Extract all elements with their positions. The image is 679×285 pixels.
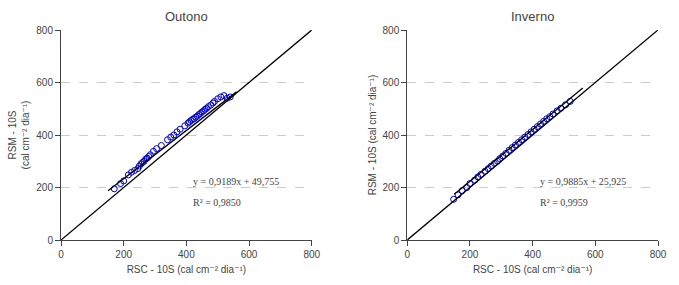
svg-text:RSC - 10S (cal cm⁻² dia⁻¹): RSC - 10S (cal cm⁻² dia⁻¹) (127, 264, 246, 275)
svg-text:600: 600 (383, 77, 400, 88)
svg-text:0: 0 (58, 249, 64, 260)
svg-text:400: 400 (383, 130, 400, 141)
svg-text:400: 400 (178, 249, 195, 260)
svg-text:400: 400 (524, 249, 541, 260)
svg-text:800: 800 (650, 249, 667, 260)
svg-text:Outono: Outono (165, 9, 208, 24)
svg-text:R² = 0,9850: R² = 0,9850 (193, 197, 241, 208)
svg-text:Inverno: Inverno (511, 9, 554, 24)
svg-text:800: 800 (36, 25, 53, 36)
svg-text:400: 400 (36, 130, 53, 141)
svg-text:0: 0 (404, 249, 410, 260)
svg-text:RSM - 10S(cal cm⁻² dia⁻¹): RSM - 10S(cal cm⁻² dia⁻¹) (7, 101, 31, 170)
svg-text:600: 600 (587, 249, 604, 260)
svg-text:R² = 0,9959: R² = 0,9959 (540, 197, 588, 208)
svg-text:0: 0 (47, 235, 53, 246)
svg-text:800: 800 (383, 25, 400, 36)
svg-text:RSM - 10S (cal cm⁻² dia⁻¹): RSM - 10S (cal cm⁻² dia⁻¹) (367, 75, 378, 196)
svg-text:200: 200 (383, 182, 400, 193)
svg-text:RSC - 10S (cal cm⁻² dia⁻¹): RSC - 10S (cal cm⁻² dia⁻¹) (473, 264, 592, 275)
svg-text:600: 600 (36, 77, 53, 88)
svg-text:200: 200 (115, 249, 132, 260)
svg-text:y = 0,9189x + 49,755: y = 0,9189x + 49,755 (193, 176, 279, 187)
svg-text:800: 800 (303, 249, 320, 260)
svg-text:0: 0 (394, 235, 400, 246)
svg-text:600: 600 (241, 249, 258, 260)
svg-text:200: 200 (36, 182, 53, 193)
svg-text:y = 0,9885x + 25,925: y = 0,9885x + 25,925 (540, 176, 626, 187)
svg-text:200: 200 (462, 249, 479, 260)
